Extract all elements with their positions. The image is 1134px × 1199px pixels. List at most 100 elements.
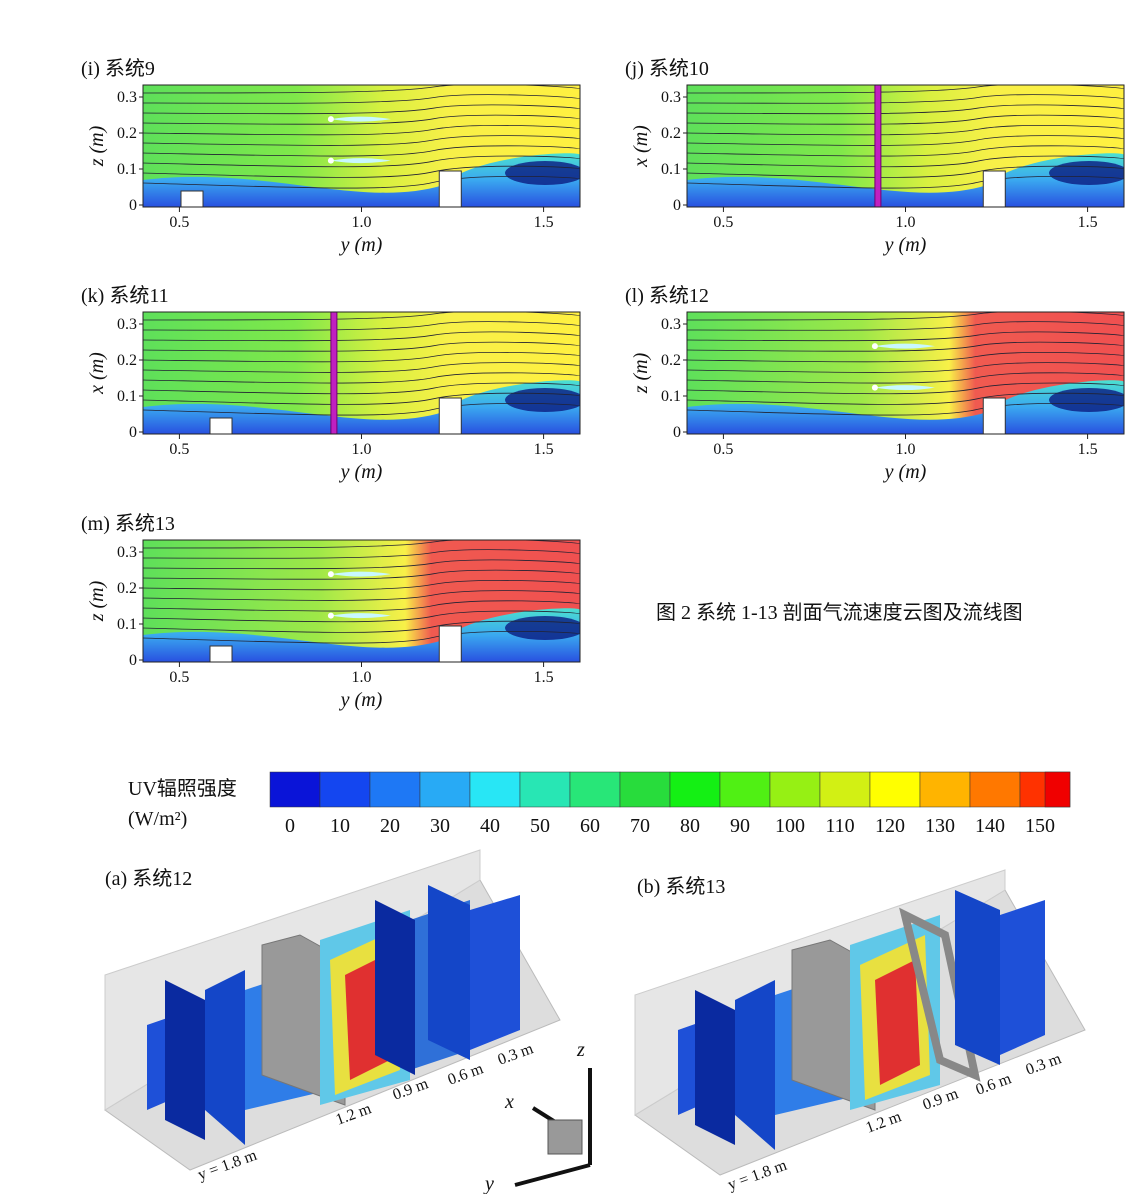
jet-nozzle [871,343,878,350]
y-tick-label: 0.3 [117,316,137,333]
colorbar-tick-label: 30 [430,815,450,837]
colorbar-cell [969,771,1021,808]
jet [330,158,391,164]
view-a [104,849,561,1171]
y-axis-label: z (m) [86,580,108,622]
y-tick-label: 0.1 [661,388,681,405]
x-tick-label: 1.5 [534,214,554,231]
jet-nozzle [327,116,334,123]
colorbar-cell [1044,771,1071,808]
x-tick-label: 1.0 [896,441,916,458]
streamline [687,382,1124,395]
dimension-label: 0.6 m [974,1070,1015,1099]
x-tick-label: 1.5 [1078,214,1098,231]
x-tick-label: 0.5 [169,669,189,686]
colorbar-cell [519,771,571,808]
streamline [143,610,580,623]
block [180,190,204,207]
caption: 图 2 系统 1-13 剖面气流速度云图及流线图 [656,601,1023,624]
block [982,170,1006,207]
colorbar-tick-label: 80 [680,815,700,837]
streamline [143,590,580,601]
streamline [687,175,1124,189]
plot-area [143,312,580,434]
panel-label: (k) 系统11 [81,284,169,307]
axis-name: y [483,1173,494,1194]
jet-nozzle [327,612,334,619]
block [209,645,233,662]
colorbar-cell [919,771,971,808]
streamline [143,382,580,395]
axes-triad [514,1068,592,1187]
low-speed-zone [143,608,580,662]
streamline [143,559,580,570]
colorbar-tick-label: 130 [925,815,955,837]
jet [874,385,935,391]
plot-area [687,85,1124,207]
colorbar-cell [819,771,871,808]
streamline [143,352,580,363]
y-tick-label: 0.1 [661,161,681,178]
x-axis-label: y (m) [883,234,927,256]
streamline [143,321,580,331]
y-tick-label: 0.2 [661,352,681,369]
streamline [143,540,580,549]
colorbar-tick-label: 120 [875,815,905,837]
streamline [687,402,1124,416]
streamline [143,125,580,136]
y-tick-label: 0 [673,197,681,214]
streamline [143,372,580,384]
low-speed-zone [143,153,580,207]
vortex [1049,388,1124,412]
block [438,170,462,207]
y-tick-label: 0.3 [117,89,137,106]
low-speed-zone [687,153,1124,207]
x-tick-label: 0.5 [713,214,733,231]
streamline [143,155,580,168]
y-tick-label: 0.2 [117,125,137,142]
y-tick-label: 0 [129,652,137,669]
streamline [143,85,580,94]
streamline [143,175,580,189]
block [982,397,1006,434]
vortex [505,616,580,640]
streamline [687,125,1124,136]
x-tick-label: 1.5 [534,441,554,458]
streamline [687,312,1124,321]
y-tick-label: 0.2 [117,352,137,369]
x-tick-label: 1.0 [352,669,372,686]
x-axis-label: y (m) [883,461,927,483]
y-tick-label: 0.2 [117,580,137,597]
streamline [143,600,580,612]
block [209,417,233,434]
streamline [687,362,1124,373]
axis-name: z [576,1039,585,1061]
y-axis-label: z (m) [630,352,652,394]
y-tick-label: 0.3 [117,544,137,561]
y-tick-label: 0.1 [117,388,137,405]
streamline [143,145,580,157]
colorbar-cell [369,771,421,808]
streamline [687,145,1124,157]
colorbar-tick-label: 0 [285,815,295,837]
colorbar-tick-label: 110 [825,815,854,837]
cfd-panel: (l) 系统12 z (m) 0 0.1 0.2 0.3 0.5 1.0 1.5 y (m) [625,284,1125,483]
streamline [143,114,580,125]
y-tick-label: 0.2 [661,125,681,142]
streamline [143,569,580,580]
colorbar-cell [469,771,521,808]
streamline [143,392,580,405]
y-tick-label: 0.3 [661,89,681,106]
streamline [687,372,1124,384]
colorbar-unit: (W/m²) [128,808,187,830]
streamline [687,341,1124,352]
plot-area [687,312,1124,434]
colorbar-cell [769,771,821,808]
streamline [143,104,580,115]
colorbar-tick-label: 50 [530,815,550,837]
colorbar-cell [269,771,321,808]
view-b [634,869,1086,1176]
jet [330,571,391,577]
x-tick-label: 1.0 [352,214,372,231]
